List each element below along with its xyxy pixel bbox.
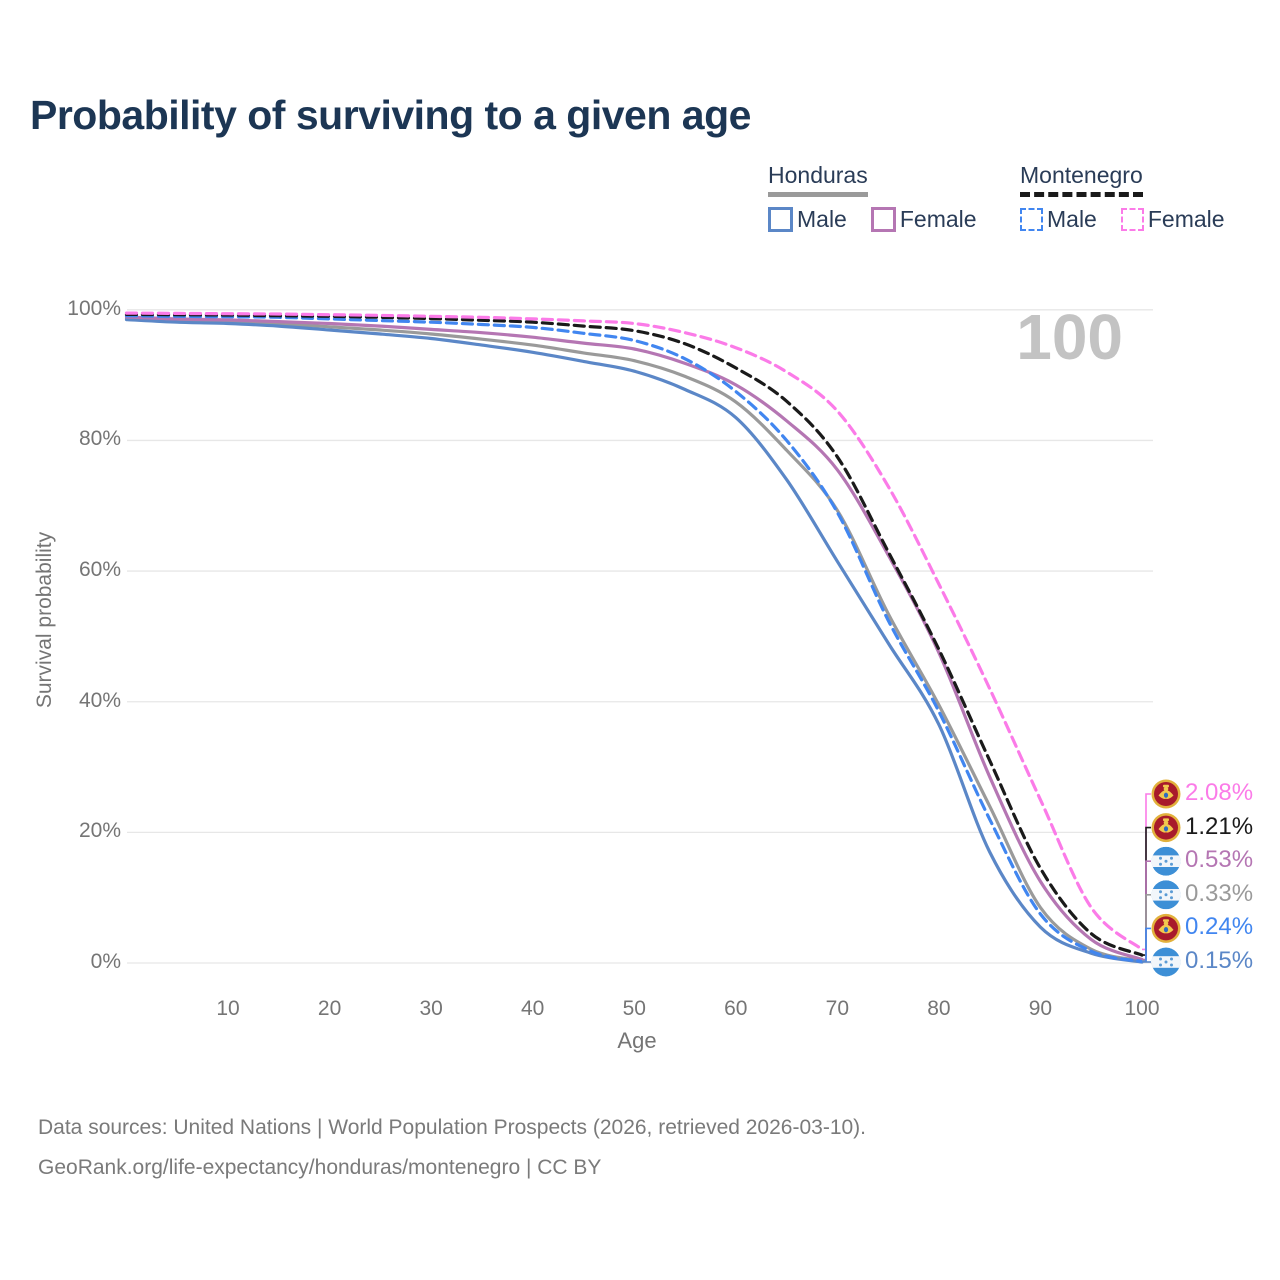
attribution-note: GeoRank.org/life-expectancy/honduras/mon… [38, 1156, 602, 1179]
y-axis-title: Survival probability [33, 531, 56, 709]
end-label-connector [1142, 927, 1151, 963]
legend-group-honduras: Honduras Male Female [768, 162, 1001, 233]
x-tick-label: 100 [1124, 997, 1160, 1020]
end-label-connector [1142, 860, 1151, 961]
flag-honduras-icon [1151, 880, 1181, 910]
legend-group-montenegro: Montenegro Male Female [1020, 162, 1249, 233]
end-label-montenegro-both-sexes: 1.21% [1185, 812, 1254, 840]
x-tick-label: 60 [724, 997, 748, 1020]
data-source-note: Data sources: United Nations | World Pop… [38, 1116, 867, 1139]
legend-item-honduras-female[interactable]: Female [870, 206, 977, 233]
footer: Data sources: United Nations | World Pop… [38, 1108, 866, 1188]
series-line-honduras-both-sexes [124, 316, 1144, 963]
end-label-honduras-male: 0.15% [1185, 947, 1254, 974]
y-tick-label: 0% [90, 950, 121, 973]
y-tick-label: 40% [78, 688, 121, 712]
flag-montenegro-icon [1151, 813, 1181, 843]
legend-item-label: Female [899, 206, 977, 232]
flag-montenegro-icon [1151, 913, 1181, 943]
page-title: Probability of surviving to a given age [30, 92, 751, 138]
montenegro-female-swatch-icon [1120, 208, 1144, 231]
x-tick-label: 20 [317, 997, 342, 1020]
watermark-age-100: 100 [1016, 301, 1123, 373]
x-tick-label: 80 [927, 997, 951, 1020]
y-tick-label: 60% [78, 558, 121, 582]
end-label-connector [1142, 793, 1151, 951]
end-label-montenegro-male: 0.24% [1185, 913, 1254, 941]
end-label-connector [1142, 894, 1151, 962]
end-label-honduras-both-sexes: 0.33% [1185, 879, 1254, 907]
series-line-honduras-male [124, 318, 1144, 964]
y-tick-label: 100% [67, 296, 121, 320]
series-line-honduras-female [124, 315, 1144, 962]
legend-item-label: Male [1047, 206, 1097, 232]
legend-item-label: Female [1147, 206, 1225, 232]
x-tick-label: 10 [216, 997, 240, 1020]
legend-item-montenegro-male[interactable]: Male [1020, 206, 1097, 233]
legend-item-label: Male [797, 206, 847, 232]
legend-item-montenegro-female[interactable]: Female [1120, 206, 1225, 233]
honduras-female-swatch-icon [870, 207, 896, 232]
x-tick-label: 50 [622, 997, 646, 1020]
series-line-montenegro-male [124, 314, 1144, 963]
legend-country-honduras[interactable]: Honduras [768, 162, 868, 197]
flag-honduras-icon [1151, 947, 1181, 977]
x-tick-label: 90 [1028, 997, 1053, 1020]
flag-honduras-icon [1151, 846, 1181, 876]
end-label-connector [1142, 826, 1151, 956]
series-line-montenegro-female [124, 311, 1144, 951]
honduras-male-swatch-icon [768, 207, 793, 232]
end-label-honduras-female: 0.53% [1185, 846, 1254, 874]
montenegro-male-swatch-icon [1020, 208, 1043, 231]
y-tick-label: 20% [78, 819, 121, 843]
x-tick-label: 40 [521, 997, 545, 1020]
end-label-montenegro-female: 2.08% [1185, 779, 1254, 806]
y-tick-label: 80% [78, 427, 121, 451]
legend-country-montenegro[interactable]: Montenegro [1020, 162, 1143, 197]
x-tick-label: 70 [825, 997, 850, 1020]
x-tick-label: 30 [419, 997, 443, 1020]
legend-item-honduras-male[interactable]: Male [768, 206, 847, 233]
series-line-montenegro-both-sexes [124, 312, 1144, 957]
flag-montenegro-icon [1151, 779, 1181, 809]
x-axis-title: Age [617, 1028, 657, 1053]
